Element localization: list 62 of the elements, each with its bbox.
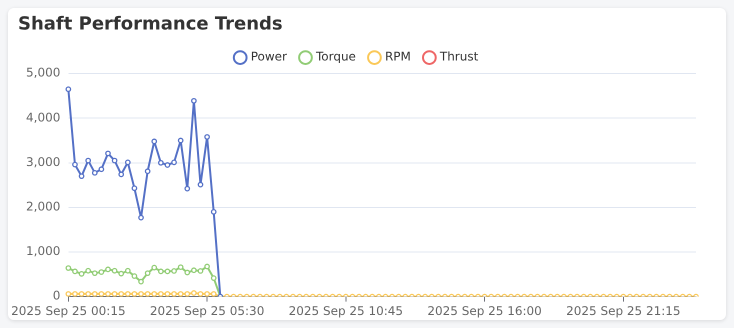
point <box>144 168 150 174</box>
legend-label: Power <box>250 50 288 64</box>
point <box>178 138 184 144</box>
point <box>171 160 177 166</box>
point <box>204 134 210 140</box>
point <box>132 273 138 279</box>
point <box>144 270 150 276</box>
point <box>158 160 164 166</box>
point <box>132 185 138 192</box>
legend-label: RPM <box>384 50 411 64</box>
point <box>171 268 177 274</box>
point <box>92 170 98 176</box>
y-tick-label: 0 <box>52 288 60 303</box>
point <box>124 268 131 274</box>
point <box>85 268 92 274</box>
point <box>78 271 84 277</box>
point <box>112 158 118 164</box>
point <box>112 268 118 274</box>
y-tick-label: 5,000 <box>26 66 60 80</box>
point <box>184 186 190 192</box>
point <box>66 86 72 92</box>
x-tick-label: 2025 Sep 25 16:00 <box>427 304 542 318</box>
x-tick-label: 2025 Sep 25 21:15 <box>566 304 681 318</box>
y-tick-label: 2,000 <box>26 200 60 214</box>
point <box>72 268 78 274</box>
point <box>118 172 124 178</box>
point <box>124 160 131 166</box>
point <box>98 166 104 172</box>
point <box>178 264 184 270</box>
point <box>78 173 84 180</box>
point <box>164 162 170 168</box>
point <box>184 270 190 276</box>
x-tick-label: 2025 Sep 25 05:30 <box>150 304 264 318</box>
point <box>66 265 72 271</box>
point <box>198 182 204 188</box>
point <box>92 270 98 276</box>
point <box>198 268 204 274</box>
point <box>98 269 104 275</box>
point <box>72 162 78 168</box>
point <box>85 158 92 164</box>
legend-label: Torque <box>314 50 356 64</box>
point <box>118 270 124 276</box>
x-tick-label: 2025 Sep 25 10:45 <box>288 304 404 318</box>
y-tick-label: 4,000 <box>26 110 60 124</box>
point <box>191 267 197 274</box>
x-tick-label: 2025 Sep 25 00:15 <box>11 304 126 318</box>
y-tick-label: 1,000 <box>26 244 60 258</box>
legend-label: Thrust <box>438 50 479 64</box>
point <box>151 264 158 270</box>
point <box>210 209 217 215</box>
point <box>210 275 217 281</box>
y-tick-label: 3,000 <box>26 154 60 169</box>
chart-title: Shaft Performance Trends <box>18 13 283 34</box>
point <box>105 150 111 156</box>
point <box>164 268 170 274</box>
point <box>105 266 111 272</box>
point <box>151 138 158 144</box>
point <box>204 264 210 270</box>
point <box>191 98 197 104</box>
point <box>158 268 164 274</box>
point <box>138 278 144 285</box>
point <box>138 214 144 221</box>
